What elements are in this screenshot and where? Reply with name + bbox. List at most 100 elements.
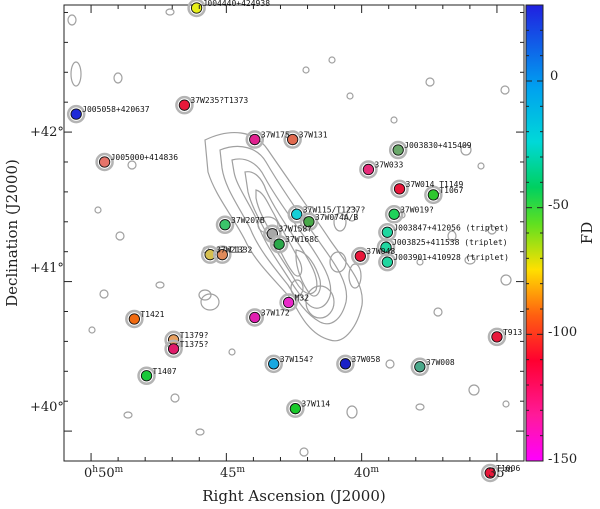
source-halo	[283, 130, 302, 149]
axis-ticks	[63, 5, 525, 462]
colorbar-tick-0: 0	[550, 69, 558, 84]
source-halo	[66, 104, 86, 124]
source-halo	[95, 152, 114, 172]
source-halo	[187, 0, 206, 18]
source-label: 37W172	[261, 308, 290, 317]
source-label: 37W131	[299, 131, 328, 140]
source-label: 37W154?	[280, 355, 314, 364]
source-label: 37W212	[216, 246, 245, 255]
source-halo	[388, 140, 408, 160]
source-marker	[392, 144, 404, 156]
source-label: T1421	[140, 310, 164, 319]
source-marker	[249, 133, 261, 146]
source-marker	[339, 358, 352, 370]
x-tick-50: 0h50m	[84, 465, 124, 481]
source-halo	[137, 366, 156, 386]
source-halo	[279, 293, 298, 312]
source-label: 37W158?	[278, 225, 312, 234]
source-label: J003830+415409	[404, 141, 472, 150]
source-marker	[381, 256, 394, 268]
source-halo	[175, 95, 194, 115]
source-marker	[388, 208, 400, 220]
source-marker	[282, 296, 295, 309]
source-halo	[245, 308, 265, 327]
source-halo	[164, 339, 183, 359]
source-marker	[393, 183, 406, 195]
source-label: 37W033	[374, 160, 403, 169]
source-marker	[491, 331, 503, 343]
source-label: 37W114	[301, 400, 330, 409]
colorbar-title: FD	[578, 222, 596, 244]
source-halo	[299, 212, 319, 232]
source-label: T1006	[496, 464, 520, 473]
source-marker	[273, 238, 285, 250]
source-marker	[128, 313, 141, 325]
source-label: 37W175	[261, 131, 290, 140]
source-halo	[286, 399, 305, 418]
source-label: 37W008	[426, 358, 455, 367]
source-marker	[414, 361, 426, 373]
colorbar-tick-neg100: -100	[548, 325, 577, 340]
source-halo	[213, 245, 232, 264]
source-label: J005058+420637	[82, 105, 150, 114]
x-axis-title: Right Ascension (J2000)	[202, 487, 385, 505]
y-tick-labels: +42° +41° +40°	[30, 125, 64, 415]
source-label: 37W168C	[285, 235, 319, 244]
source-label: T1379?	[180, 331, 209, 340]
source-halo	[378, 252, 397, 272]
source-marker	[98, 156, 111, 168]
source-halo	[215, 215, 235, 235]
source-label: J003825+411538 (triplet)	[392, 238, 508, 247]
source-marker	[303, 216, 315, 228]
source-halo	[480, 463, 500, 483]
plot-frame	[63, 4, 525, 462]
source-label: T1332	[228, 246, 252, 255]
source-marker	[354, 250, 366, 262]
source-halo	[351, 246, 370, 266]
source-label: 37W115/T1237?	[303, 205, 366, 214]
source-marker	[291, 208, 303, 220]
source-halo	[487, 327, 507, 347]
x-tick-40: 40m	[354, 465, 380, 481]
y-tick-40: +40°	[30, 400, 64, 415]
source-marker	[268, 358, 280, 370]
colorbar-tick-labels: 0 -50 -100 -150	[548, 69, 577, 467]
source-marker	[178, 99, 191, 111]
source-halo	[264, 354, 283, 374]
source-marker	[216, 249, 228, 261]
source-marker	[286, 133, 299, 146]
source-marker	[381, 226, 394, 238]
y-axis-title: Declination (J2000)	[3, 159, 21, 307]
source-label: 37W058	[351, 355, 380, 364]
x-tick-45: 45m	[220, 465, 246, 481]
source-label: 37W048	[366, 247, 395, 256]
contour-map	[67, 8, 512, 457]
source-label: T1407	[153, 367, 177, 376]
source-marker	[249, 311, 261, 324]
source-marker	[167, 343, 180, 355]
source-marker	[140, 370, 153, 382]
source-marker	[219, 219, 231, 231]
source-halo	[245, 130, 265, 149]
source-halo	[269, 234, 289, 254]
source-label: T1067	[439, 186, 463, 195]
source-label: J005000+414836	[111, 153, 179, 162]
source-marker	[190, 2, 203, 14]
source-marker	[289, 403, 302, 415]
source-halo	[410, 357, 430, 377]
colorbar-tick-neg150: -150	[548, 452, 577, 467]
source-labels: J004440+424938 J005058+420637 37W235?T1373…	[82, 0, 522, 473]
source-marker	[362, 163, 375, 176]
source-halo	[125, 309, 144, 329]
colorbar-tick-neg50: -50	[548, 198, 569, 213]
source-label: 37W019?	[400, 205, 434, 214]
source-label: M32	[295, 294, 310, 303]
source-marker	[427, 189, 440, 201]
source-halo	[359, 160, 378, 179]
source-label: J003901+410928 (triplet)	[393, 253, 509, 262]
y-tick-42: +42°	[30, 125, 64, 140]
source-label: 37W207B	[231, 216, 265, 225]
colorbar-ticks	[526, 4, 543, 462]
source-halo	[384, 205, 404, 224]
